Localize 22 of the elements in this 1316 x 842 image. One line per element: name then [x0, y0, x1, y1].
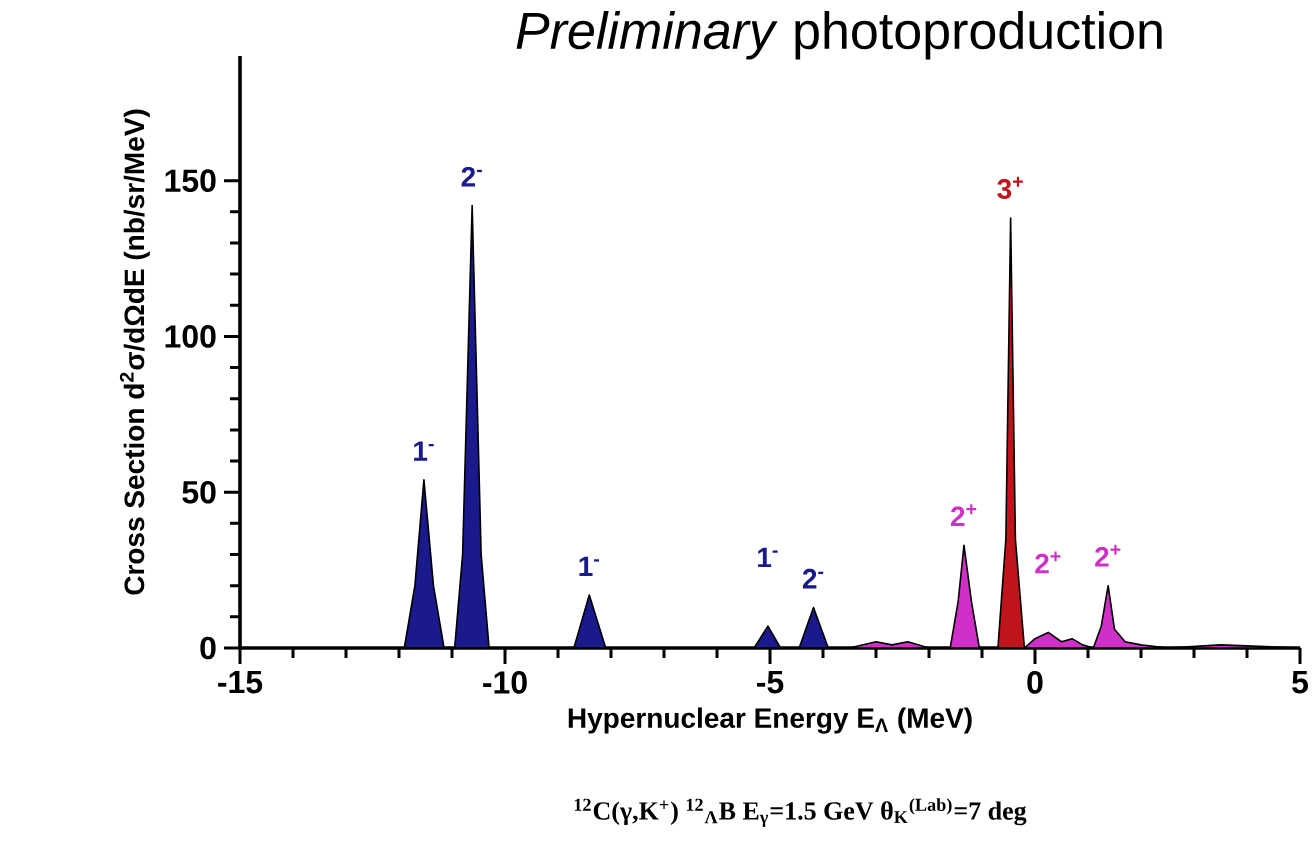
y-tick-label: 0	[200, 636, 216, 660]
text: $^{12}$C(γ,K$^{+}$) $^{12}$$_{Λ}$B E$_{γ}$=1.5 GeV θ$_{K}$$^{(Lab)}$=7 deg	[574, 798, 1027, 827]
annotation: 1$^{-}$	[758, 547, 778, 568]
annotation: 2$^{-}$	[802, 568, 824, 589]
x-tick-label: -15	[218, 671, 263, 694]
x-tick-label: -10	[483, 671, 527, 694]
annotation: 2$^{+}$	[1095, 544, 1121, 567]
annotation: 2$^{-}$	[461, 166, 482, 187]
y-tick-label: 100	[165, 325, 216, 348]
annotation: 1$^{-}$	[414, 441, 434, 461]
chart-title: Preliminary photoproduction	[516, 11, 1162, 60]
annotation: 1$^{-}$	[579, 556, 600, 576]
x-axis-title: Hypernuclear Energy E$_{Λ}$ (MeV)	[568, 707, 972, 734]
y-tick-label: 150	[165, 169, 216, 192]
annotation: 2$^{+}$	[950, 504, 977, 527]
annotation: 2$^{+}$	[1035, 551, 1061, 574]
annotation: 3$^{+}$	[997, 176, 1023, 199]
x-tick-label: 5	[1292, 671, 1309, 694]
y-tick-label: 50	[182, 480, 216, 504]
y-axis-title: Cross Section d$^{2}$σ/dΩdE (nb/sr/MeV)	[119, 109, 150, 595]
x-tick-label: -5	[757, 671, 784, 694]
x-tick-label: 0	[1027, 671, 1043, 694]
